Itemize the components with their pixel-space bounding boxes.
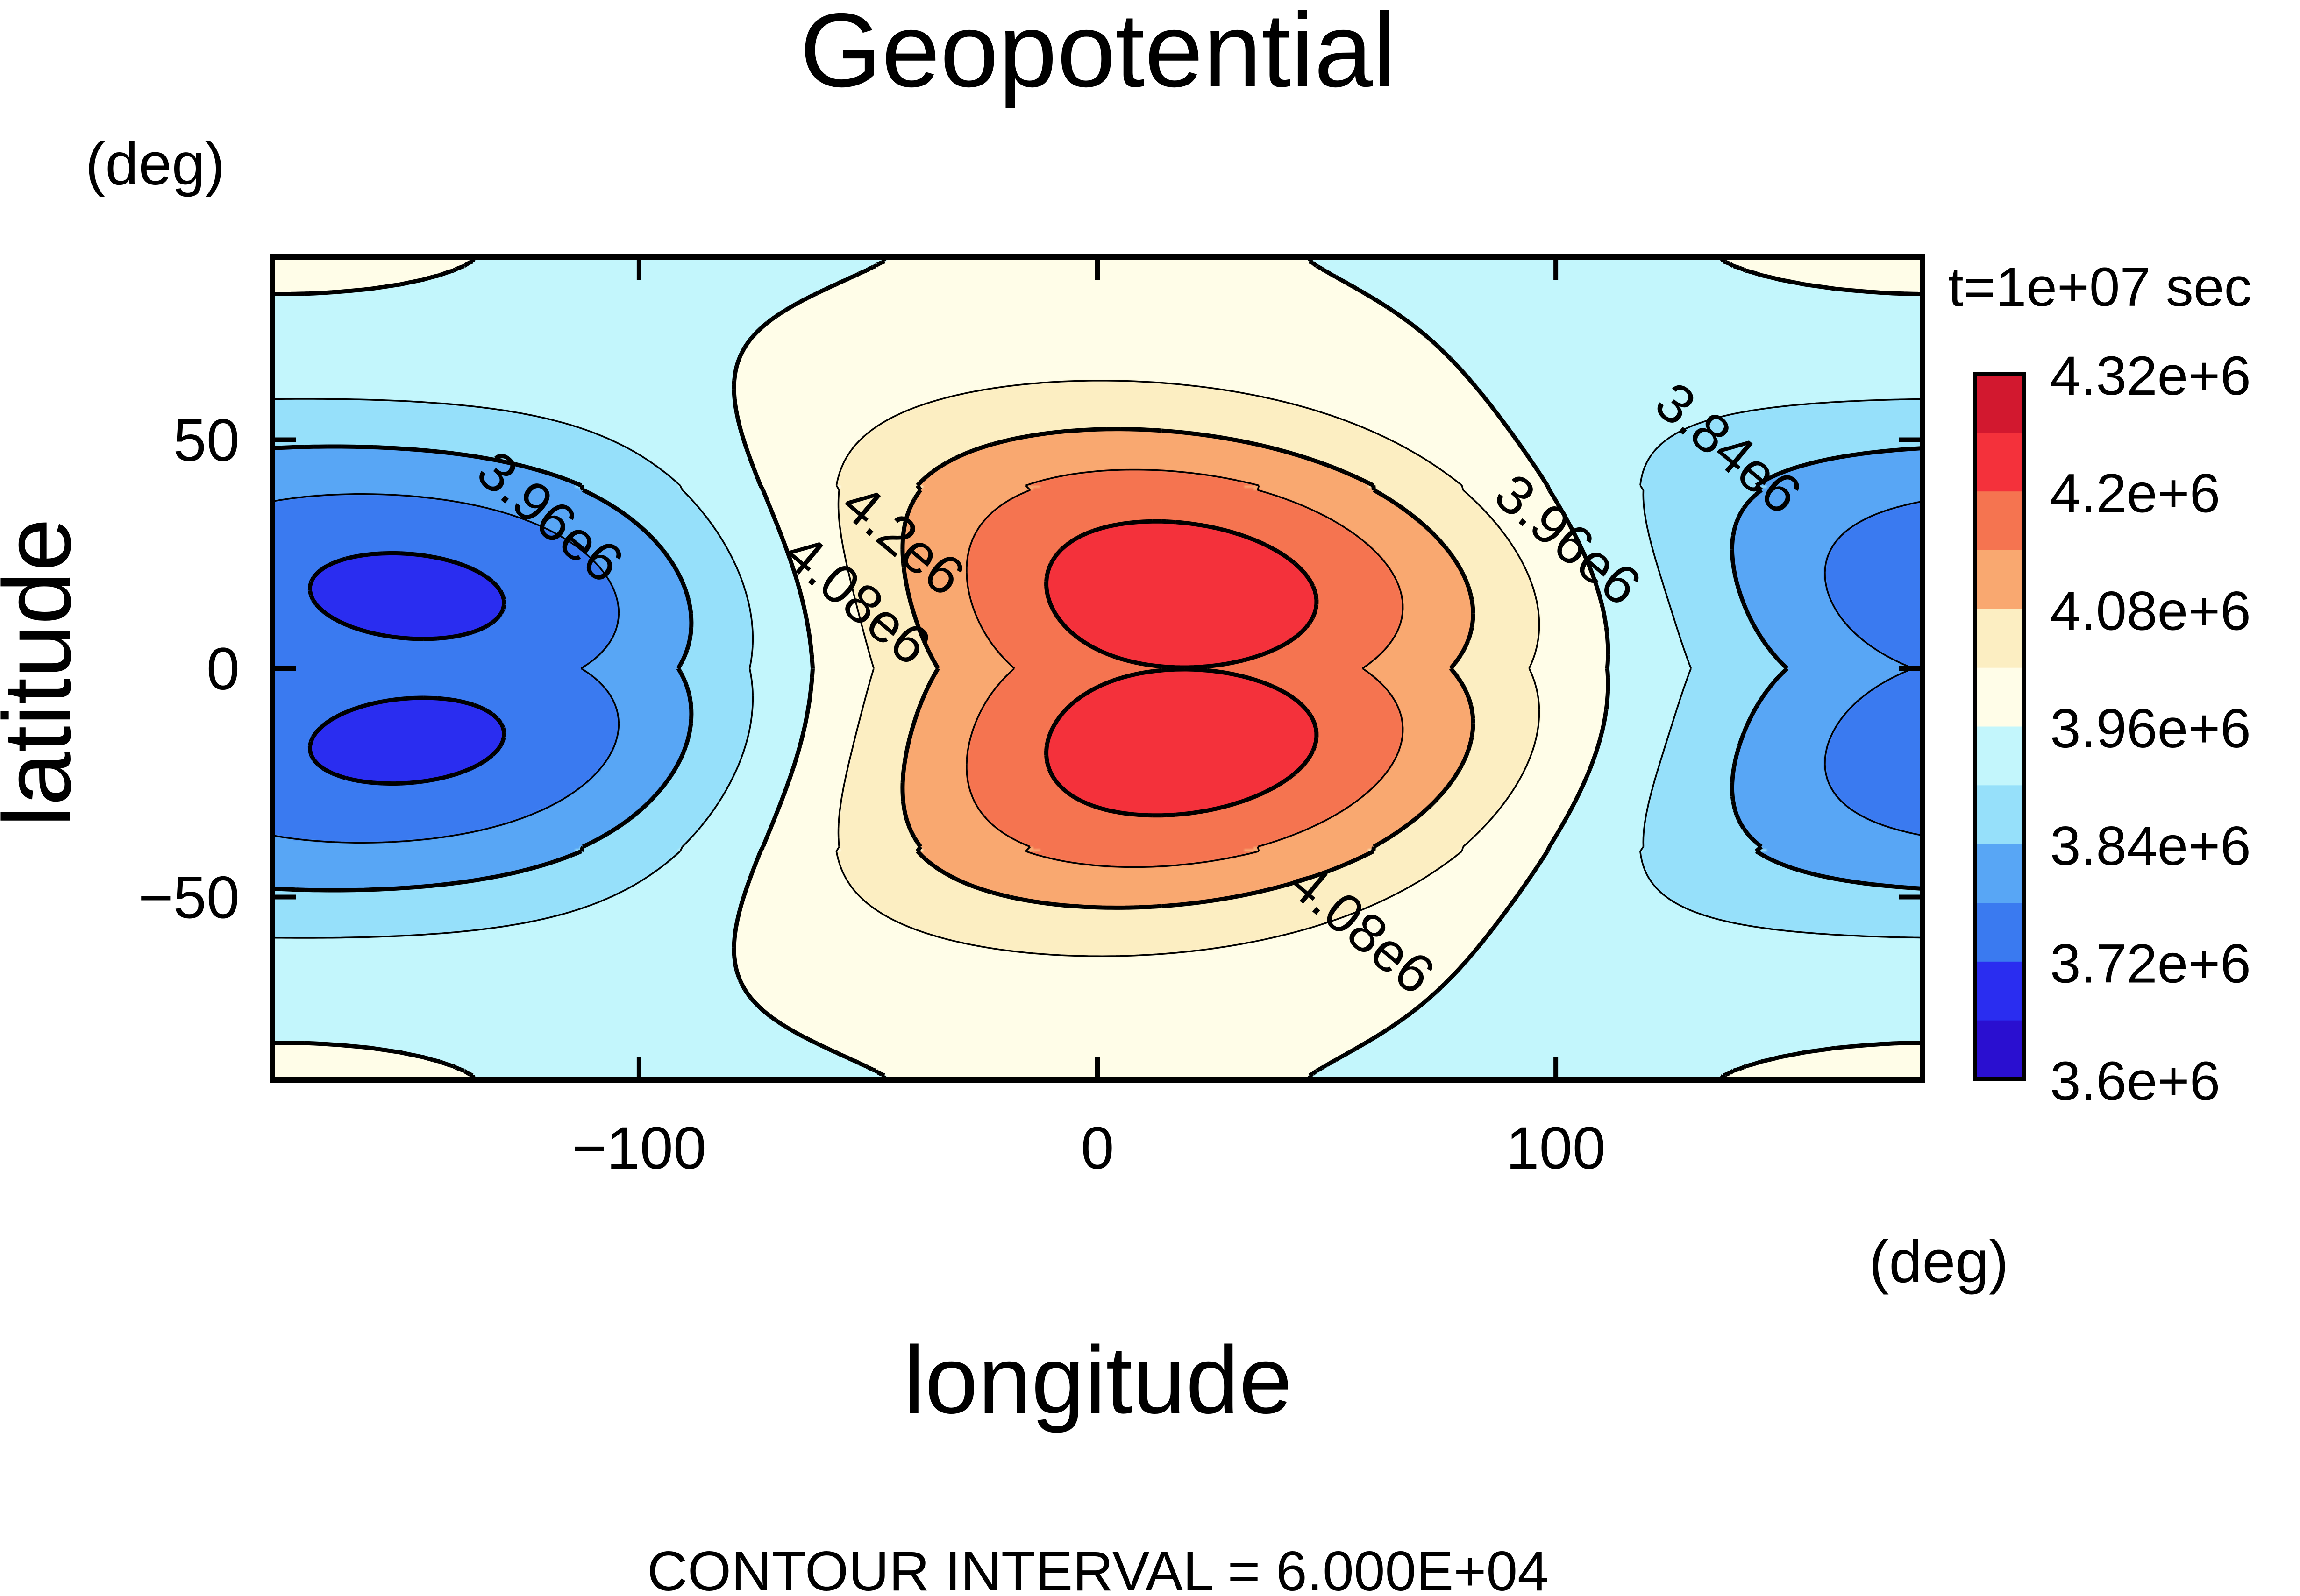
- contour-line: [307, 551, 506, 786]
- y-tick-label: 0: [207, 636, 240, 702]
- contour-line: [835, 380, 1540, 957]
- colorbar-swatch: [1975, 432, 2024, 492]
- contour-interval-footer: CONTOUR INTERVAL = 6.000E+04: [647, 1540, 1549, 1596]
- colorbar-label: 4.08e+6: [2050, 580, 2251, 642]
- contour-lines: [272, 257, 1923, 1080]
- colorbar-label: 3.6e+6: [2050, 1050, 2220, 1112]
- y-axis: −50 0 50: [138, 407, 1923, 931]
- contour-fill-image: [272, 257, 1923, 1080]
- x-axis: −100 0 100: [572, 257, 1606, 1182]
- x-tick-label: 0: [1081, 1115, 1114, 1182]
- contour-line: [900, 427, 1475, 910]
- colorbar-label: 4.32e+6: [2050, 345, 2251, 407]
- contour-line: [966, 468, 1404, 868]
- colorbar-swatch: [1975, 491, 2024, 550]
- colorbar-swatch: [1975, 844, 2024, 903]
- colorbar-swatch: [1975, 667, 2024, 727]
- x-tick-label: −100: [572, 1115, 706, 1182]
- x-tick-label: 100: [1506, 1115, 1606, 1182]
- x-unit-label: (deg): [1869, 1228, 2009, 1295]
- y-tick-label: −50: [138, 864, 240, 931]
- colorbar-swatch: [1975, 785, 2024, 844]
- contour-line: [272, 493, 1923, 844]
- chart-title: Geopotential: [800, 0, 1396, 109]
- colorbar: 4.32e+6 4.2e+6 4.08e+6 3.96e+6 3.84e+6 3.72e+…: [1973, 345, 2251, 1112]
- colorbar-swatch: [1975, 726, 2024, 786]
- colorbar-swatch: [1975, 902, 2024, 962]
- colorbar-swatch: [1975, 550, 2024, 609]
- colorbar-swatch: [1975, 961, 2024, 1021]
- colorbar-label: 3.84e+6: [2050, 816, 2251, 877]
- y-unit-label: (deg): [85, 131, 225, 198]
- colorbar-swatch: [1975, 1020, 2024, 1079]
- colorbar-label: 3.96e+6: [2050, 698, 2251, 759]
- contour-line: [1044, 519, 1319, 818]
- colorbar-frame: [1973, 372, 2026, 1081]
- colorbar-label: 4.2e+6: [2050, 463, 2220, 525]
- time-label: t=1e+07 sec: [1948, 256, 2252, 318]
- y-tick-label: 50: [173, 407, 240, 474]
- colorbar-swatch: [1975, 609, 2024, 668]
- colorbar-swatch: [1975, 374, 2024, 433]
- y-axis-label: latitude: [0, 518, 91, 827]
- colorbar-label: 3.72e+6: [2050, 933, 2251, 994]
- x-axis-label: longitude: [904, 1326, 1292, 1433]
